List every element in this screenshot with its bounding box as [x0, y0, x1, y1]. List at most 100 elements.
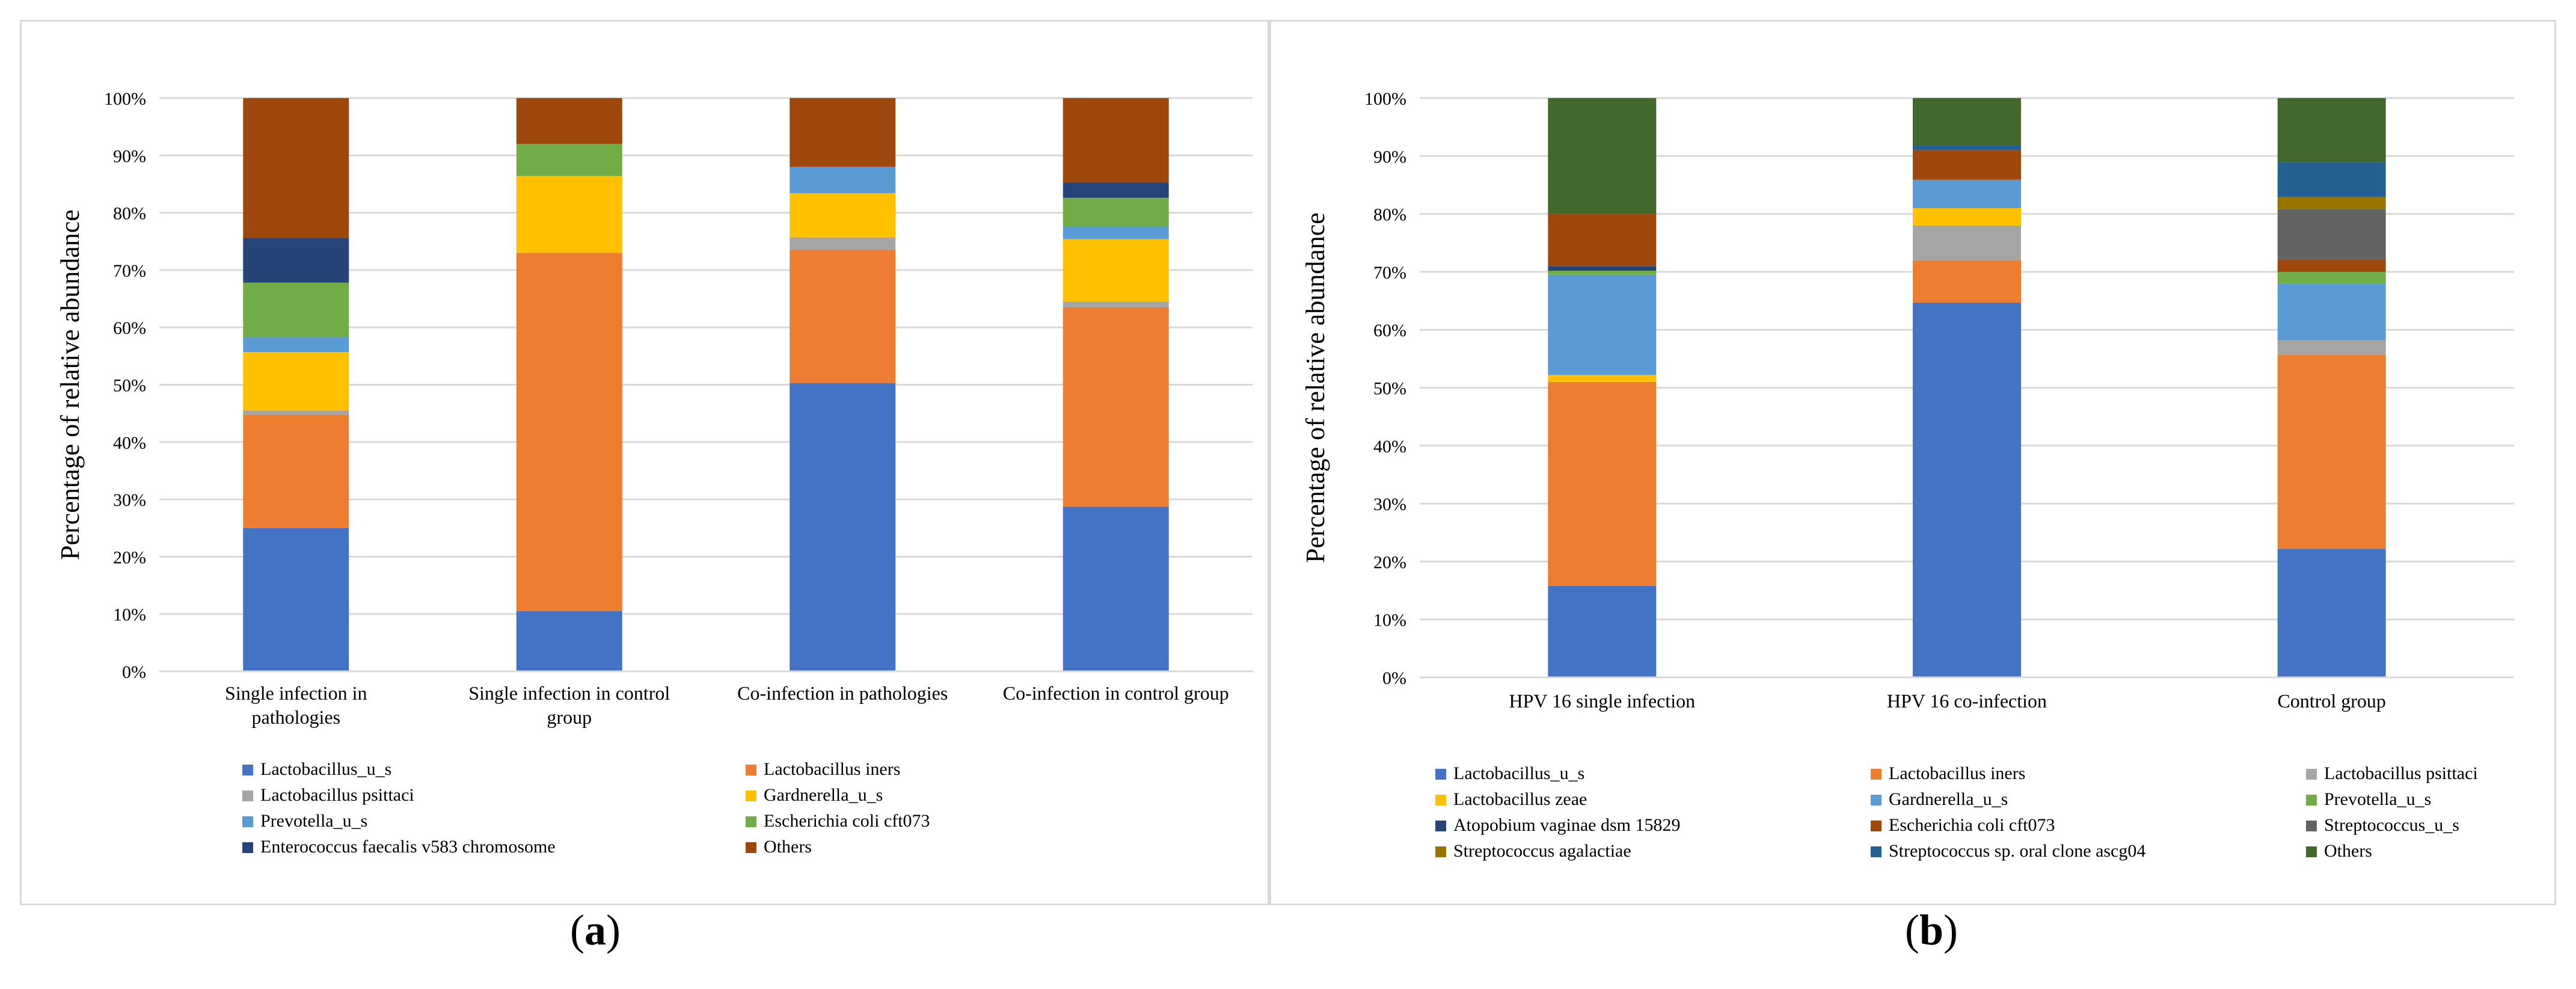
- panel-label-b-open: (: [1904, 906, 1919, 954]
- bar-segment: [1913, 145, 2021, 150]
- bar-segment: [1913, 225, 2021, 260]
- y-tick-label: 40%: [1373, 437, 1406, 457]
- bar-segment: [243, 410, 349, 416]
- y-tick-label: 30%: [113, 490, 146, 510]
- legend-swatch: [2306, 846, 2317, 857]
- panel-label-b: (b): [1871, 908, 1992, 952]
- y-tick-label: 90%: [113, 146, 146, 166]
- y-tick-label: 10%: [113, 605, 146, 625]
- legend-swatch: [242, 765, 253, 775]
- panel-label-b-letter: b: [1919, 906, 1944, 954]
- y-tick-label: 50%: [1373, 379, 1406, 399]
- legend-label: Escherichia coli cft073: [1889, 815, 2055, 835]
- x-category-label: pathologies: [251, 706, 340, 728]
- bar-segment: [243, 352, 349, 411]
- legend-swatch: [2306, 769, 2317, 780]
- y-tick-label: 20%: [113, 547, 146, 567]
- y-tick-label: 90%: [1373, 147, 1406, 167]
- bar-segment: [1913, 302, 2021, 678]
- panel-label-a-letter: a: [584, 906, 606, 954]
- bar-segment: [1548, 266, 1657, 271]
- y-tick-label: 70%: [1373, 263, 1406, 283]
- bar-segment: [790, 167, 896, 194]
- bar-segment: [243, 98, 349, 238]
- bar-segment: [516, 98, 622, 144]
- panel-label-a-open: (: [570, 906, 584, 954]
- bar-segment: [2277, 340, 2386, 355]
- y-tick-label: 70%: [113, 261, 146, 281]
- x-category-label: Co-infection in pathologies: [737, 682, 948, 704]
- bar-segment: [790, 193, 896, 238]
- legend-swatch: [2306, 821, 2317, 831]
- y-tick-label: 100%: [104, 89, 146, 109]
- bar-segment: [2277, 98, 2386, 162]
- legend-swatch: [1871, 846, 1881, 857]
- x-category-label: Co-infection in control group: [1003, 682, 1229, 704]
- x-category-label: group: [547, 706, 592, 728]
- y-tick-label: 0%: [1382, 668, 1406, 688]
- y-tick-label: 60%: [113, 318, 146, 338]
- bar-segment: [1913, 150, 2021, 180]
- legend-label: Gardnerella_u_s: [1889, 789, 2008, 809]
- chart-b: 0% 10% 20% 30% 40% 50% 60% 70% 80% 90% 100% Percent…: [1301, 89, 2514, 861]
- legend-swatch: [1871, 821, 1881, 831]
- x-category-label: HPV 16 co-infection: [1887, 690, 2047, 712]
- legend-swatch: [746, 790, 756, 801]
- legend-label: Lactobacillus psittaci: [2324, 763, 2478, 783]
- bar-segment: [2277, 354, 2386, 549]
- bar-segment: [2277, 283, 2386, 340]
- panel-a-frame: [20, 20, 1269, 905]
- bar-segment: [243, 415, 349, 528]
- legend-label: Prevotella_u_s: [260, 811, 367, 831]
- panel-label-a: (a): [535, 908, 655, 952]
- bar-segment: [2277, 197, 2386, 209]
- y-axis-label: Percentage of relative abundance: [55, 209, 85, 560]
- y-tick-label: 20%: [1373, 552, 1406, 572]
- legend-swatch: [1435, 769, 1446, 780]
- legend-swatch: [1871, 769, 1881, 780]
- legend-label: Streptococcus agalactiae: [1453, 841, 1631, 861]
- y-tick-label: 100%: [1364, 89, 1406, 109]
- bar-segment: [790, 383, 896, 671]
- bar-segment: [1548, 270, 1657, 275]
- bar-segment: [1548, 98, 1657, 214]
- bar-segment: [1548, 375, 1657, 382]
- legend-swatch: [1435, 846, 1446, 857]
- legend-swatch: [746, 765, 756, 775]
- bar-segment: [2277, 271, 2386, 284]
- panel-label-b-close: ): [1943, 906, 1958, 954]
- bar-segment: [1548, 274, 1657, 375]
- bar-segment: [1063, 307, 1169, 507]
- y-tick-label: 50%: [113, 376, 146, 396]
- legend-label: Escherichia coli cft073: [764, 811, 930, 831]
- bar-segment: [1548, 585, 1657, 677]
- bar-segment: [1063, 98, 1169, 183]
- legend-swatch: [1435, 821, 1446, 831]
- bar-segment: [2277, 259, 2386, 272]
- legend-label: Enterococcus faecalis v583 chromosome: [260, 837, 556, 857]
- bar-segment: [2277, 549, 2386, 677]
- legend-swatch: [242, 816, 253, 827]
- y-tick-label: 80%: [1373, 205, 1406, 225]
- y-axis-label: Percentage of relative abundance: [1301, 212, 1330, 563]
- y-tick-label: 0%: [122, 662, 146, 682]
- legend-label: Lactobacillus iners: [764, 759, 900, 779]
- bar-segment: [243, 528, 349, 671]
- bar-segment: [1913, 208, 2021, 226]
- legend-label: Lactobacillus iners: [1889, 763, 2025, 783]
- bar-segment: [243, 238, 349, 283]
- legend-swatch: [242, 842, 253, 853]
- panel-label-a-close: ): [606, 906, 621, 954]
- legend-label: Lactobacillus_u_s: [1453, 763, 1584, 783]
- legend-label: Streptococcus_u_s: [2324, 815, 2459, 835]
- legend-swatch: [2306, 795, 2317, 806]
- legend-swatch: [746, 842, 756, 853]
- legend-label: Lactobacillus_u_s: [260, 759, 391, 779]
- bar-segment: [2277, 209, 2386, 259]
- y-tick-label: 60%: [1373, 321, 1406, 340]
- legend-label: Gardnerella_u_s: [764, 785, 883, 805]
- bar-segment: [1913, 260, 2021, 303]
- x-category-label: Single infection in control: [468, 682, 670, 704]
- bar-segment: [1063, 301, 1169, 307]
- bar-segment: [516, 176, 622, 253]
